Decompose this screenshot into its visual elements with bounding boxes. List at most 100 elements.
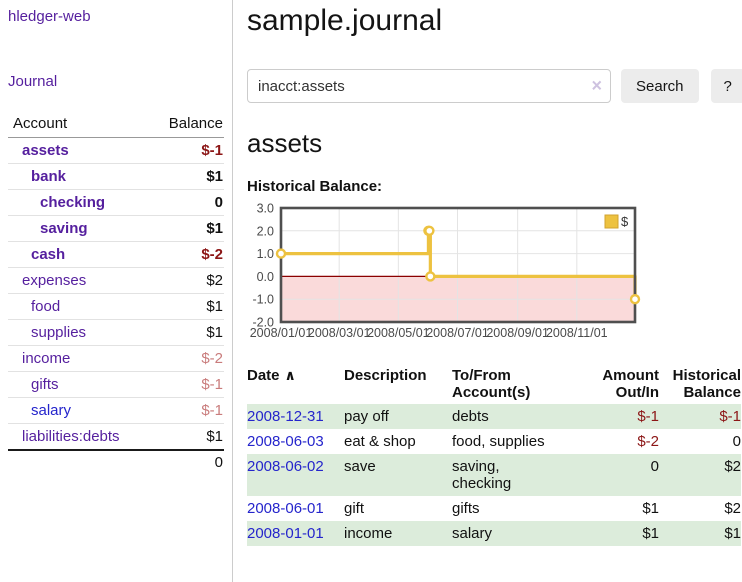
transaction-row: 2008-06-01 gift gifts $1 $2 xyxy=(247,496,741,521)
account-name-cell: food xyxy=(8,294,148,320)
search-box: × xyxy=(247,69,611,103)
transaction-amount: $1 xyxy=(642,500,659,517)
account-link[interactable]: cash xyxy=(31,246,66,263)
transaction-date-link[interactable]: 2008-01-01 xyxy=(247,525,324,542)
account-row: supplies $1 xyxy=(8,319,224,346)
account-balance: 0 xyxy=(214,194,223,211)
account-link[interactable]: food xyxy=(31,298,61,315)
transaction-amount: $1 xyxy=(582,521,659,546)
account-heading: assets xyxy=(247,128,323,158)
account-row: salary $-1 xyxy=(8,397,224,424)
transaction-balance: $1 xyxy=(659,521,741,546)
search-button[interactable]: Search xyxy=(621,69,699,103)
transaction-date-cell: 2008-06-01 xyxy=(247,496,344,521)
y-axis-tick-label: 0.0 xyxy=(257,270,274,284)
account-balance: $-1 xyxy=(201,142,223,159)
account-link[interactable]: saving xyxy=(40,220,88,237)
help-button[interactable]: ? xyxy=(710,69,742,103)
search-input[interactable] xyxy=(247,69,611,103)
transaction-balance: 0 xyxy=(732,433,741,450)
accounts-header-balance: Balance xyxy=(168,115,223,132)
sidebar: hledger-web Journal Account Balance asse… xyxy=(0,0,233,582)
transaction-date-link[interactable]: 2008-06-03 xyxy=(247,433,324,450)
account-link[interactable]: assets xyxy=(22,142,69,159)
account-link[interactable]: supplies xyxy=(31,324,87,341)
register-column-header[interactable]: Date ∧ xyxy=(247,367,296,384)
account-balance: $2 xyxy=(206,272,223,289)
accounts-total-value: 0 xyxy=(214,454,223,471)
chart-title: Historical Balance: xyxy=(247,178,383,195)
data-point xyxy=(425,271,436,282)
transaction-date-link[interactable]: 2008-12-31 xyxy=(247,408,324,425)
transaction-balance: $-1 xyxy=(659,404,741,429)
account-balance: $-2 xyxy=(201,350,223,367)
account-balance: $-1 xyxy=(201,402,223,419)
transaction-date-link[interactable]: 2008-06-01 xyxy=(247,500,324,517)
account-link[interactable]: checking xyxy=(40,194,106,211)
account-row: liabilities:debts $1 xyxy=(8,423,224,451)
y-axis-tick-label: 2.0 xyxy=(257,224,274,238)
y-axis-tick-label: -2.0 xyxy=(252,316,274,330)
data-point xyxy=(424,225,435,236)
x-axis-tick-label: 2008/05/01 xyxy=(367,326,430,340)
y-axis-tick-label: -1.0 xyxy=(252,293,274,307)
account-balance: $-1 xyxy=(201,376,223,393)
transaction-row: 2008-01-01 income salary $1 $1 xyxy=(247,521,741,546)
account-balance: $1 xyxy=(206,324,223,341)
main-content: sample.journal × Search ? assets Histori… xyxy=(233,0,742,582)
transaction-date-cell: 2008-12-31 xyxy=(247,404,344,429)
app-title-link[interactable]: hledger-web xyxy=(8,8,91,25)
transaction-balance: $2 xyxy=(659,454,741,496)
transaction-description: save xyxy=(344,454,452,496)
transaction-row: 2008-12-31 pay off debts $-1 $-1 xyxy=(247,404,741,429)
account-name-cell: supplies xyxy=(8,320,148,346)
transaction-description: pay off xyxy=(344,404,452,429)
account-name-cell: saving xyxy=(8,216,148,242)
transaction-date-link[interactable]: 2008-06-02 xyxy=(247,458,324,475)
account-link[interactable]: income xyxy=(22,350,71,367)
account-balance: $1 xyxy=(206,298,223,315)
account-balance: $1 xyxy=(206,428,223,445)
search-form: × Search ? xyxy=(247,69,742,103)
x-axis-tick-label: 2008/03/01 xyxy=(308,326,371,340)
accounts-table: Account Balance assets $-1 bank $1 checking 0… xyxy=(8,112,224,474)
account-name-cell: cash xyxy=(8,242,148,268)
register-column-header: Amount Out/In xyxy=(602,367,659,401)
account-link[interactable]: bank xyxy=(31,168,67,185)
account-row: expenses $2 xyxy=(8,267,224,294)
x-axis-tick-label: 2008/01/01 xyxy=(250,326,313,340)
transaction-accounts: food, supplies xyxy=(452,433,545,450)
account-row: assets $-1 xyxy=(8,137,224,164)
historical-balance-chart: 3.0 2.0 1.0 0.0 -1.0 -2.02008/01/012008/03/01… xyxy=(250,202,641,340)
clear-search-icon[interactable]: × xyxy=(591,75,602,96)
account-link[interactable]: liabilities:debts xyxy=(22,428,120,445)
legend-swatch xyxy=(604,214,619,229)
account-name-cell: bank xyxy=(8,164,148,190)
transaction-row: 2008-06-03 eat & shop food, supplies $-2 0 xyxy=(247,429,741,454)
account-name-cell: gifts xyxy=(8,372,148,398)
account-name-cell: expenses xyxy=(8,268,148,294)
account-name-cell: income xyxy=(8,346,148,372)
register-header-row: Date ∧ Description To/From Account(s) Amount… xyxy=(247,364,741,404)
register-column-header: Description xyxy=(344,367,427,384)
account-row: food $1 xyxy=(8,293,224,320)
register-table: Date ∧ Description To/From Account(s) Amount… xyxy=(247,364,741,546)
transaction-accounts: gifts xyxy=(452,500,480,517)
accounts-total-spacer xyxy=(8,450,148,474)
account-row: bank $1 xyxy=(8,163,224,190)
sidebar-item-journal: Journal xyxy=(8,73,224,91)
account-name-cell: liabilities:debts xyxy=(8,424,148,451)
account-link[interactable]: expenses xyxy=(22,272,87,289)
page-title: sample.journal xyxy=(247,4,443,37)
transaction-accounts: debts xyxy=(452,404,582,429)
journal-link[interactable]: Journal xyxy=(8,73,58,90)
transaction-description: gift xyxy=(344,500,365,517)
account-link[interactable]: salary xyxy=(31,402,72,419)
accounts-header-account: Account xyxy=(13,115,68,132)
account-name-cell: assets xyxy=(8,138,148,164)
x-axis-tick-label: 2008/07/01 xyxy=(426,326,489,340)
sort-ascending-icon[interactable]: ∧ xyxy=(284,367,296,383)
account-link[interactable]: gifts xyxy=(31,376,59,393)
transaction-amount: 0 xyxy=(582,454,659,496)
